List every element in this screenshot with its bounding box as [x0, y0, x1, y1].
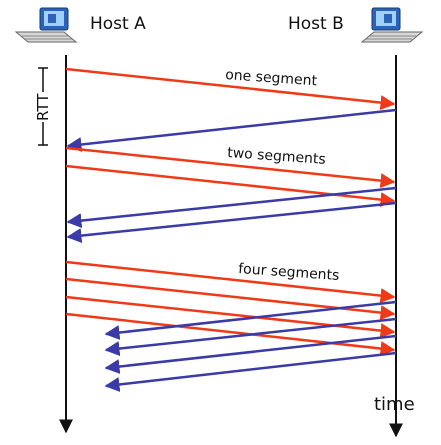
data-segment-arrow [65, 312, 396, 356]
data-segment-arrow [65, 164, 396, 208]
segment-label-one: one segment [225, 67, 318, 89]
host-b-computer-icon [360, 7, 424, 43]
ack-arrow [66, 201, 397, 244]
ack-arrow [104, 351, 397, 392]
ack-arrow [66, 108, 397, 152]
segment-label-four: four segments [238, 261, 340, 284]
ack-arrow [104, 334, 397, 374]
time-label: time [374, 394, 415, 415]
data-segment-arrow [65, 295, 396, 339]
rtt-label: RTT [34, 93, 52, 121]
ack-arrow [66, 186, 397, 229]
host-b-label: Host B [288, 14, 344, 34]
rtt-indicator: RTT [34, 67, 52, 146]
ack-arrow [104, 300, 397, 340]
data-segment-arrow [65, 260, 396, 304]
data-segment-arrow [65, 146, 396, 189]
host-a-label: Host A [90, 14, 146, 34]
segment-label-two: two segments [227, 145, 327, 168]
host-a-computer-icon [14, 7, 78, 43]
ack-arrow [104, 317, 397, 357]
data-segment-arrow [65, 67, 396, 111]
